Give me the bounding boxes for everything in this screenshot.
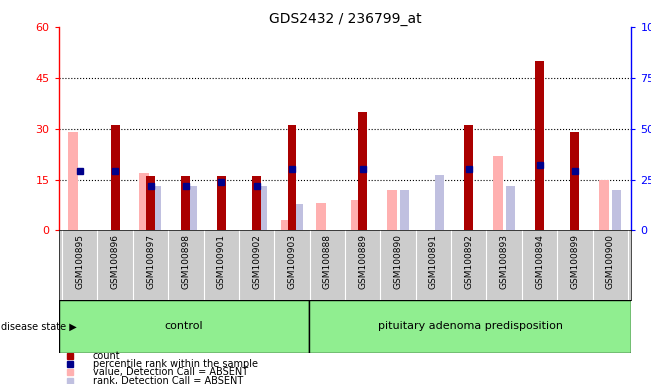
Text: GSM100892: GSM100892 bbox=[464, 234, 473, 289]
Text: GSM100898: GSM100898 bbox=[182, 234, 190, 289]
Bar bbox=[281, 220, 290, 230]
Bar bbox=[258, 185, 268, 230]
Text: GSM100893: GSM100893 bbox=[500, 234, 508, 289]
Bar bbox=[599, 180, 609, 230]
Bar bbox=[570, 132, 579, 230]
Bar bbox=[387, 190, 396, 230]
Bar bbox=[139, 173, 149, 230]
Text: GSM100902: GSM100902 bbox=[252, 234, 261, 289]
Bar bbox=[217, 176, 226, 230]
Bar bbox=[68, 132, 78, 230]
Bar bbox=[464, 125, 473, 230]
Text: pituitary adenoma predisposition: pituitary adenoma predisposition bbox=[378, 321, 563, 331]
Bar bbox=[316, 203, 326, 230]
Bar bbox=[506, 185, 515, 230]
Text: percentile rank within the sample: percentile rank within the sample bbox=[93, 359, 258, 369]
Text: GDS2432 / 236799_at: GDS2432 / 236799_at bbox=[269, 12, 421, 25]
Text: GSM100895: GSM100895 bbox=[76, 234, 85, 289]
Text: GSM100900: GSM100900 bbox=[605, 234, 615, 289]
Text: count: count bbox=[93, 351, 120, 361]
Bar bbox=[535, 61, 544, 230]
Text: GSM100894: GSM100894 bbox=[535, 234, 544, 289]
Bar bbox=[400, 190, 409, 230]
Bar bbox=[146, 176, 155, 230]
Text: GSM100897: GSM100897 bbox=[146, 234, 155, 289]
Text: GSM100891: GSM100891 bbox=[429, 234, 438, 289]
Text: GSM100889: GSM100889 bbox=[358, 234, 367, 289]
Text: GSM100901: GSM100901 bbox=[217, 234, 226, 289]
Bar bbox=[309, 300, 631, 353]
Text: value, Detection Call = ABSENT: value, Detection Call = ABSENT bbox=[93, 367, 248, 377]
Bar bbox=[188, 185, 197, 230]
Bar bbox=[111, 125, 120, 230]
Bar bbox=[612, 190, 621, 230]
Text: GSM100896: GSM100896 bbox=[111, 234, 120, 289]
Bar bbox=[294, 204, 303, 230]
Text: rank, Detection Call = ABSENT: rank, Detection Call = ABSENT bbox=[93, 376, 243, 384]
Bar bbox=[493, 156, 503, 230]
Text: GSM100888: GSM100888 bbox=[323, 234, 332, 289]
Bar bbox=[288, 125, 296, 230]
Text: GSM100899: GSM100899 bbox=[570, 234, 579, 289]
Bar bbox=[252, 176, 261, 230]
Text: GSM100903: GSM100903 bbox=[288, 234, 296, 289]
Bar bbox=[152, 185, 161, 230]
Text: control: control bbox=[165, 321, 203, 331]
Text: GSM100890: GSM100890 bbox=[394, 234, 402, 289]
Bar bbox=[436, 175, 444, 230]
Bar bbox=[182, 176, 190, 230]
Bar bbox=[358, 112, 367, 230]
Bar bbox=[352, 200, 361, 230]
Text: disease state ▶: disease state ▶ bbox=[1, 321, 76, 331]
Bar bbox=[59, 300, 309, 353]
